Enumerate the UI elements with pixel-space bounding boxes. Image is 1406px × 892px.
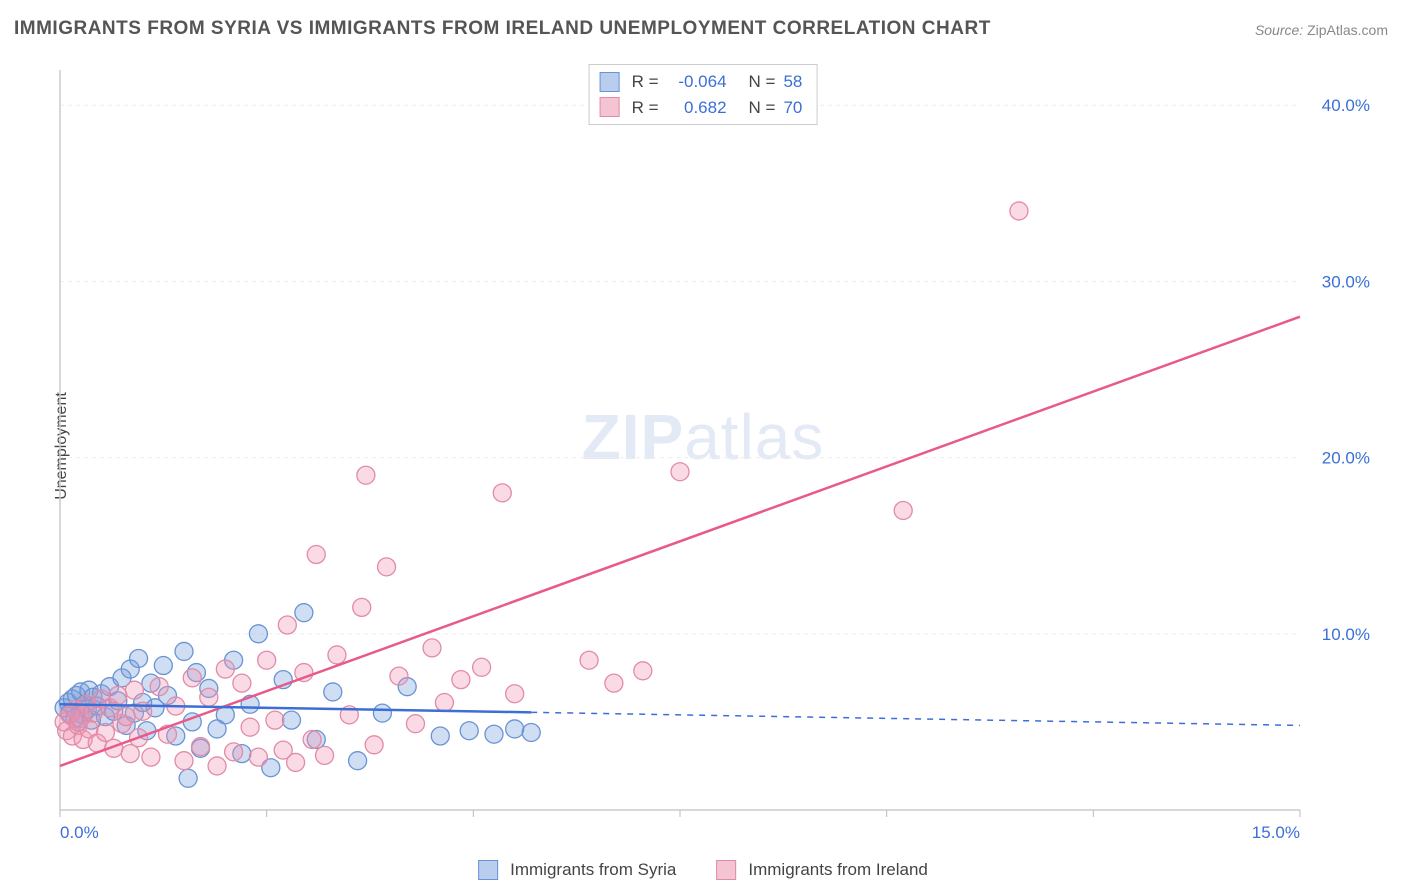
r-label: R =: [632, 95, 659, 121]
scatter-chart: 0.0% 15.0% 10.0% 20.0% 30.0% 40.0%: [50, 60, 1380, 850]
svg-text:0.0%: 0.0%: [60, 823, 99, 842]
n-value-ireland: 70: [783, 95, 802, 121]
swatch-ireland: [716, 860, 736, 880]
legend-label-ireland: Immigrants from Ireland: [748, 860, 928, 880]
svg-text:20.0%: 20.0%: [1322, 449, 1370, 468]
n-label: N =: [749, 69, 776, 95]
chart-title: IMMIGRANTS FROM SYRIA VS IMMIGRANTS FROM…: [14, 18, 991, 40]
source-value: ZipAtlas.com: [1307, 22, 1388, 38]
svg-text:15.0%: 15.0%: [1252, 823, 1300, 842]
legend-label-syria: Immigrants from Syria: [510, 860, 676, 880]
r-value-ireland: 0.682: [667, 95, 727, 121]
svg-text:30.0%: 30.0%: [1322, 272, 1370, 291]
legend-item-ireland: Immigrants from Ireland: [716, 860, 928, 880]
source-attribution: Source: ZipAtlas.com: [1255, 22, 1388, 38]
swatch-ireland: [600, 97, 620, 117]
r-label: R =: [632, 69, 659, 95]
swatch-syria: [478, 860, 498, 880]
stats-row-ireland: R = 0.682 N = 70: [600, 95, 803, 121]
bottom-legend: Immigrants from Syria Immigrants from Ir…: [478, 860, 928, 880]
stats-row-syria: R = -0.064 N = 58: [600, 69, 803, 95]
stats-legend-box: R = -0.064 N = 58 R = 0.682 N = 70: [589, 64, 818, 125]
n-label: N =: [749, 95, 776, 121]
svg-text:40.0%: 40.0%: [1322, 96, 1370, 115]
legend-item-syria: Immigrants from Syria: [478, 860, 676, 880]
source-label: Source:: [1255, 22, 1303, 38]
swatch-syria: [600, 72, 620, 92]
n-value-syria: 58: [783, 69, 802, 95]
r-value-syria: -0.064: [667, 69, 727, 95]
svg-text:10.0%: 10.0%: [1322, 625, 1370, 644]
